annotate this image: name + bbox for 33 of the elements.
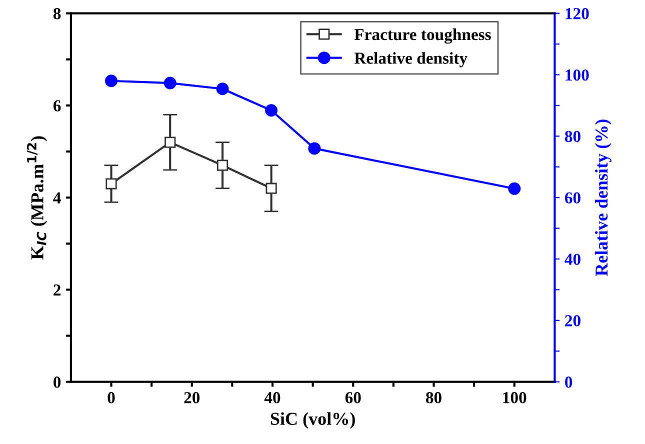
legend-label: Relative density	[354, 52, 468, 68]
point	[105, 74, 118, 88]
y-tick-label: 6	[53, 100, 61, 112]
y-tick-label: 0	[54, 376, 61, 388]
point	[308, 142, 321, 155]
point	[164, 136, 176, 148]
point	[106, 178, 117, 190]
y-tick-label: 4	[53, 192, 61, 204]
point	[216, 82, 229, 96]
point	[508, 182, 521, 195]
point	[266, 182, 277, 194]
y2-tick-label: 20	[565, 315, 580, 326]
x-tick-label: 20	[184, 392, 200, 404]
y-tick-label: 2	[54, 284, 61, 296]
y2-tick-label: 80	[564, 130, 580, 142]
y2-tick-label: 120	[566, 8, 589, 20]
x-tick-label: 0	[108, 392, 115, 404]
y2-tick-label: 0	[565, 376, 572, 388]
y-tick-label: 8	[53, 8, 61, 20]
y-axis-title: K$_{IC}$ (MPa.m$^{1/2}$)	[26, 136, 48, 260]
point	[265, 104, 278, 117]
x-tick-label: 100	[503, 392, 526, 404]
point	[216, 160, 228, 171]
x-tick-label: 60	[345, 392, 361, 404]
point	[164, 76, 176, 90]
x-axis-title: SiC (vol%)	[270, 412, 355, 429]
y2-tick-label: 60	[564, 192, 580, 204]
legend-label: Fracture toughness	[354, 28, 491, 44]
y2-tick-label: 40	[564, 254, 580, 265]
x-tick-label: 80	[426, 392, 442, 404]
y2-axis-title: Relative density (%)	[594, 120, 612, 276]
y2-tick-label: 100	[566, 69, 589, 81]
x-tick-label: 40	[264, 392, 280, 404]
